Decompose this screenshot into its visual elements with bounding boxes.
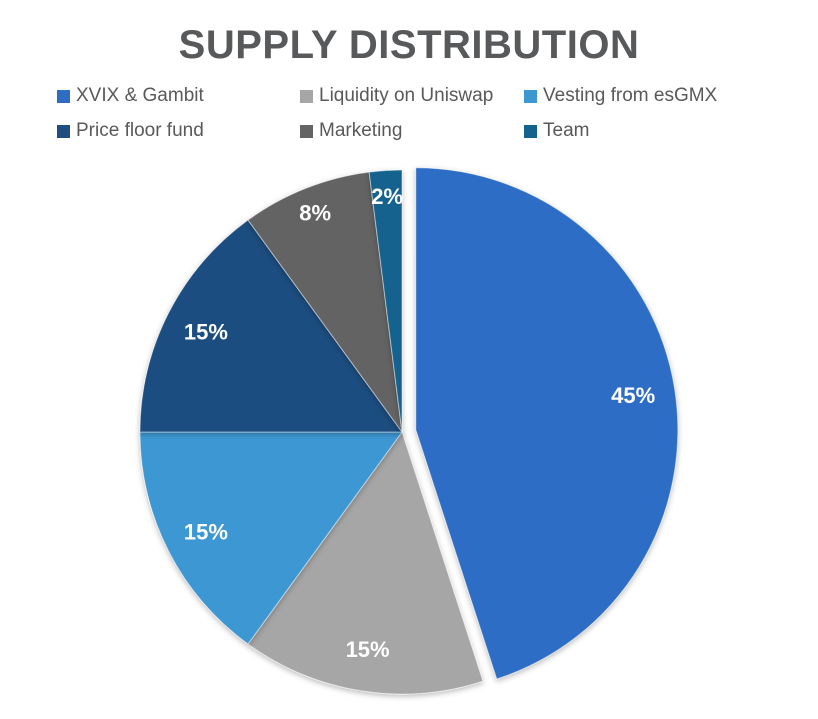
- pie-slice-liquidity-on-uniswap: [247, 430, 484, 695]
- legend-swatch-icon: [524, 124, 537, 138]
- legend-swatch-icon: [300, 124, 313, 138]
- legend-label: Team: [543, 120, 590, 141]
- legend-item-xvix-gambit: XVIX & Gambit: [57, 85, 300, 107]
- legend-label: XVIX & Gambit: [76, 85, 204, 106]
- legend-swatch-icon: [300, 89, 313, 103]
- legend-item-liquidity-uniswap: Liquidity on Uniswap: [300, 85, 524, 107]
- legend-swatch-icon: [524, 89, 537, 103]
- slice-data-label: 45%: [611, 383, 655, 408]
- legend-label: Vesting from esGMX: [543, 85, 718, 106]
- legend-item-marketing: Marketing: [300, 120, 524, 142]
- pie-slice-marketing: [247, 171, 403, 433]
- slice-data-label: 15%: [346, 637, 390, 662]
- slice-data-label: 15%: [184, 320, 228, 345]
- legend-item-team: Team: [524, 120, 777, 142]
- legend: XVIX & Gambit Liquidity on Uniswap Vesti…: [57, 85, 777, 142]
- legend-label: Price floor fund: [76, 120, 204, 141]
- legend-item-price-floor-fund: Price floor fund: [57, 120, 300, 142]
- legend-swatch-icon: [57, 124, 70, 138]
- pie-slice-vesting-from-esgmx: [139, 431, 403, 645]
- pie-slice-xvix-gambit: [415, 167, 679, 680]
- pie-slice-price-floor-fund: [139, 219, 403, 433]
- legend-swatch-icon: [57, 89, 70, 103]
- legend-label: Liquidity on Uniswap: [319, 85, 494, 106]
- slice-data-label: 8%: [299, 200, 331, 225]
- chart-title: SUPPLY DISTRIBUTION: [178, 23, 640, 67]
- slice-data-label: 2%: [371, 184, 403, 209]
- slice-data-label: 15%: [184, 519, 228, 544]
- pie-slice-team: [368, 169, 403, 433]
- legend-label: Marketing: [319, 120, 403, 141]
- legend-item-vesting-esgmx: Vesting from esGMX: [524, 85, 777, 107]
